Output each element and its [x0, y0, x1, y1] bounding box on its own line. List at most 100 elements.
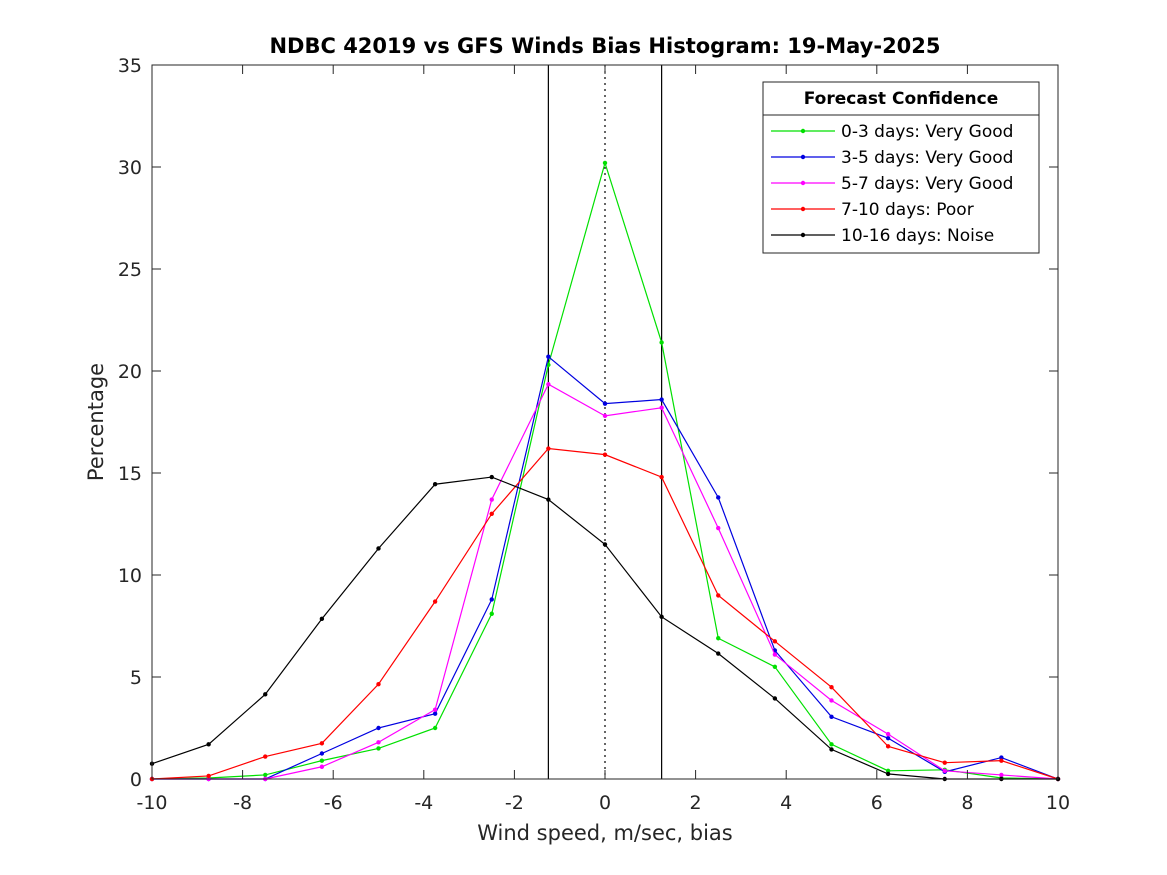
legend-entry-1: 3-5 days: Very Good [771, 148, 1013, 168]
x-tick-label-4: -2 [505, 792, 524, 814]
data-point-1-6 [489, 597, 494, 602]
series-layer [149, 160, 1061, 782]
data-point-0-12 [829, 742, 834, 747]
data-point-1-8 [602, 401, 608, 406]
data-point-1-12 [829, 714, 834, 719]
data-point-1-7 [546, 354, 551, 359]
legend: Forecast Confidence 0-3 days: Very Good 3… [762, 81, 1040, 254]
legend-title: Forecast Confidence [804, 89, 999, 109]
data-point-0-10 [716, 636, 721, 641]
data-point-3-8 [602, 452, 608, 457]
x-tick-label-2: -6 [324, 792, 343, 814]
data-point-0-6 [489, 611, 494, 616]
data-point-4-12 [829, 747, 834, 752]
data-point-0-4 [376, 746, 381, 751]
data-point-0-11 [772, 664, 778, 669]
data-point-3-11 [772, 639, 778, 644]
legend-swatch-marker-2 [800, 180, 806, 186]
legend-entry-3: 7-10 days: Poor [771, 200, 974, 220]
legend-label-4: 10-16 days: Noise [841, 226, 994, 246]
data-point-2-11 [772, 652, 778, 657]
legend-entry-4: 10-16 days: Noise [771, 226, 994, 246]
data-point-1-5 [432, 711, 438, 716]
data-point-3-15 [999, 758, 1004, 763]
data-point-2-7 [546, 382, 551, 387]
data-point-2-12 [829, 698, 834, 703]
data-point-3-4 [376, 681, 381, 687]
data-point-4-5 [432, 482, 438, 487]
legend-swatch-marker-1 [800, 154, 806, 160]
data-point-0-5 [432, 725, 438, 731]
axes: -10 -8 -6 -4 -2 0 2 4 6 8 10 0 5 10 15 20 25 30 35 [118, 55, 1070, 814]
data-point-1-15 [999, 755, 1004, 760]
data-point-3-12 [829, 685, 834, 690]
data-point-4-11 [772, 696, 778, 701]
data-point-4-9 [659, 614, 664, 620]
legend-swatch-marker-3 [800, 206, 806, 212]
y-tick-label-0: 0 [130, 769, 142, 791]
y-tick-label-2: 10 [118, 565, 142, 587]
data-point-2-10 [716, 525, 721, 531]
data-point-1-3 [319, 751, 325, 756]
data-point-4-10 [716, 651, 721, 656]
data-point-2-8 [602, 413, 608, 419]
data-point-2-5 [432, 707, 438, 712]
series-4 [149, 474, 1061, 782]
reference-lines [547, 65, 663, 779]
data-point-2-3 [319, 764, 325, 769]
legend-label-2: 5-7 days: Very Good [841, 174, 1013, 194]
x-axis-label: Wind speed, m/sec, bias [477, 821, 733, 845]
data-point-2-9 [659, 405, 664, 410]
legend-label-0: 0-3 days: Very Good [841, 122, 1013, 142]
data-point-3-10 [716, 593, 721, 598]
data-point-4-13 [885, 771, 891, 777]
y-tick-label-6: 30 [118, 157, 142, 179]
x-tick-label-8: 6 [871, 792, 883, 814]
x-tick-label-7: 4 [780, 792, 792, 814]
data-point-4-1 [206, 742, 211, 747]
x-tick-label-1: -8 [233, 792, 252, 814]
x-tick-label-9: 8 [961, 792, 973, 814]
x-tick-label-10: 10 [1046, 792, 1070, 814]
data-point-2-4 [376, 740, 381, 745]
data-point-2-14 [942, 768, 947, 774]
data-point-2-15 [999, 772, 1004, 778]
data-point-0-3 [319, 758, 325, 763]
data-point-3-14 [942, 760, 947, 765]
data-point-3-2 [263, 754, 268, 759]
y-tick-label-4: 20 [118, 361, 142, 383]
legend-label-1: 3-5 days: Very Good [841, 148, 1013, 168]
data-point-3-3 [319, 741, 325, 746]
x-tick-label-6: 2 [690, 792, 702, 814]
data-point-0-2 [263, 772, 268, 778]
data-point-2-13 [885, 731, 891, 737]
data-point-3-7 [546, 446, 551, 451]
data-point-4-4 [376, 546, 381, 551]
y-tick-label-1: 5 [130, 667, 142, 689]
legend-entry-0: 0-3 days: Very Good [771, 122, 1013, 142]
y-tick-label-5: 25 [118, 259, 142, 281]
series-3 [149, 446, 1061, 782]
data-point-1-13 [885, 736, 891, 741]
data-point-3-1 [206, 773, 211, 779]
x-tick-label-5: 0 [599, 792, 611, 814]
data-point-4-6 [489, 474, 494, 480]
y-axis-label: Percentage [84, 363, 108, 481]
x-tick-label-3: -4 [414, 792, 433, 814]
x-tick-label-0: -10 [136, 792, 167, 814]
data-point-0-8 [602, 160, 608, 166]
data-point-3-6 [489, 511, 494, 516]
data-point-3-5 [432, 599, 438, 604]
legend-entries: 0-3 days: Very Good 3-5 days: Very Good 5-… [771, 122, 1013, 246]
data-point-4-7 [546, 497, 551, 502]
data-point-4-2 [263, 692, 268, 697]
data-point-4-3 [319, 616, 325, 622]
data-point-0-13 [885, 768, 891, 774]
data-point-2-6 [489, 497, 494, 502]
legend-box [762, 81, 1040, 254]
data-point-0-9 [659, 340, 664, 345]
chart-title: NDBC 42019 vs GFS Winds Bias Histogram: … [269, 34, 940, 58]
data-point-1-10 [716, 495, 721, 500]
legend-swatch-marker-0 [800, 128, 806, 134]
